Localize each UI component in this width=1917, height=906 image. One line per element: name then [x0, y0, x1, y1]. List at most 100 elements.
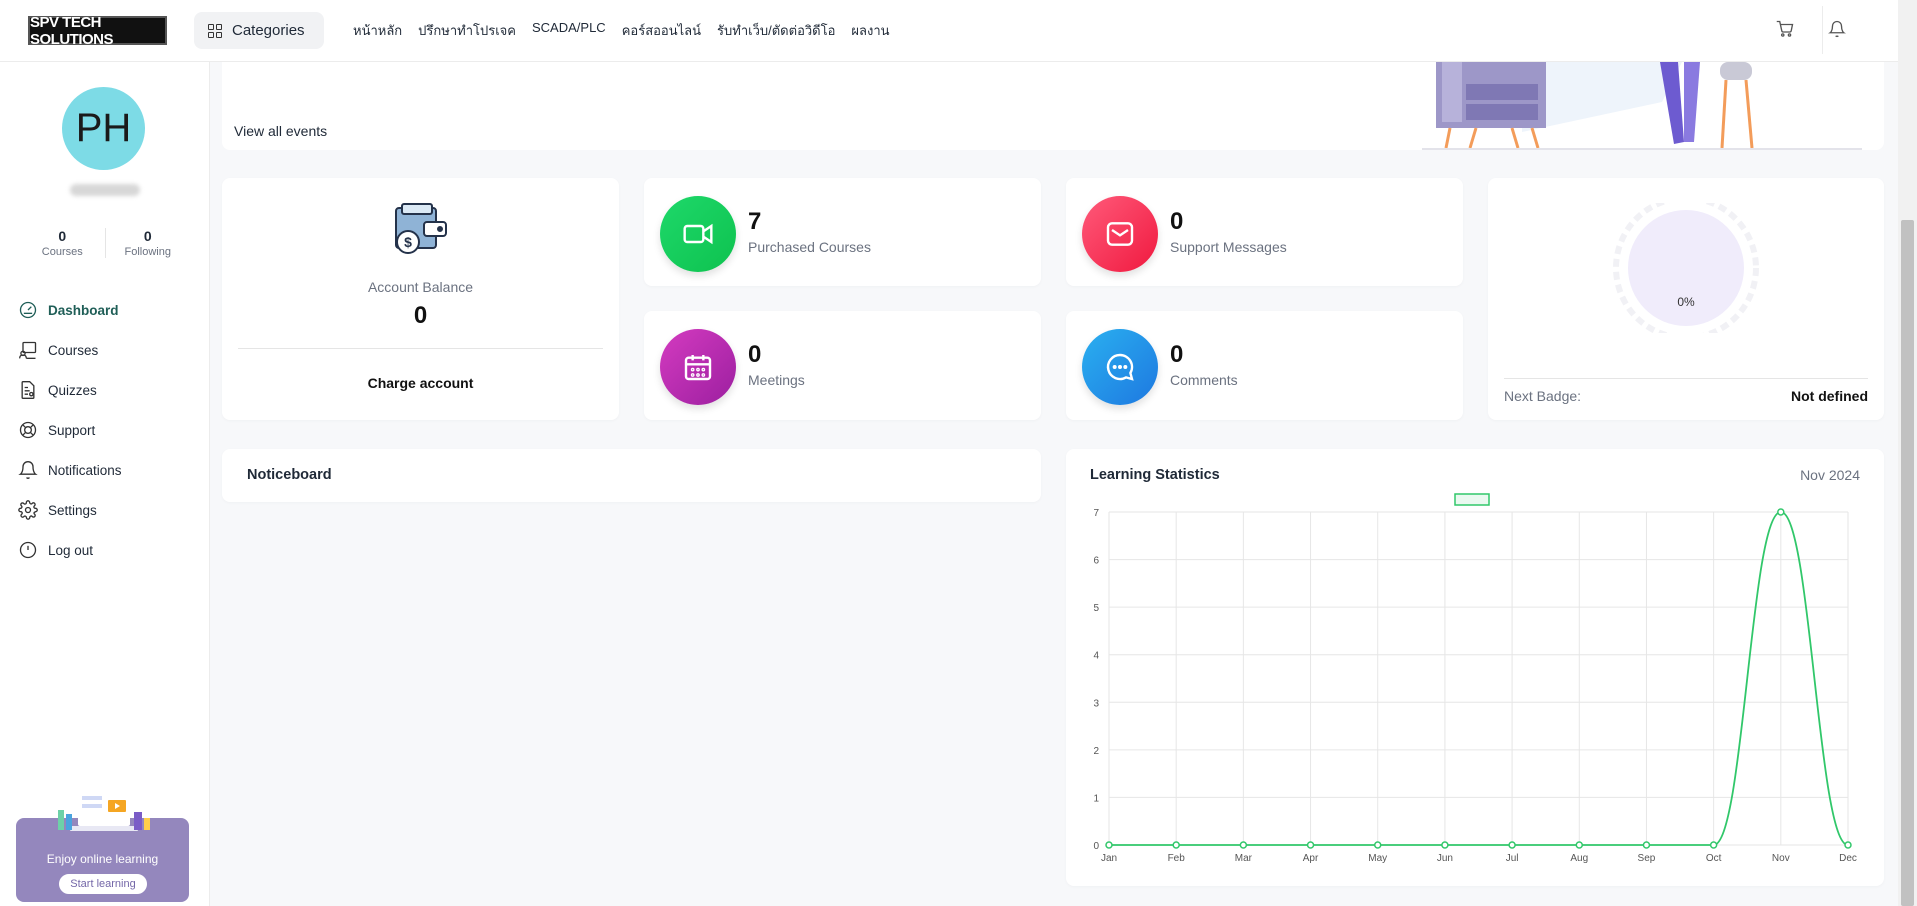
nav-link-portfolio[interactable]: ผลงาน	[851, 23, 890, 38]
x-tick-label: Jan	[1101, 853, 1117, 864]
divider	[1822, 6, 1823, 54]
data-point	[1575, 841, 1584, 849]
x-tick-label: Jun	[1437, 853, 1453, 864]
promo-text: Enjoy online learning	[46, 852, 159, 866]
categories-button[interactable]: Categories	[194, 12, 324, 49]
categories-label: Categories	[232, 22, 305, 39]
mail-icon	[1082, 196, 1158, 272]
learning-statistics-title: Learning Statistics	[1090, 467, 1220, 483]
x-tick-label: Mar	[1235, 853, 1253, 864]
grid-icon	[208, 23, 222, 38]
profile-stats: 0 Courses 0 Following	[20, 228, 190, 258]
support-icon	[18, 420, 38, 440]
avatar-initials: PH	[75, 106, 132, 150]
gear-icon	[18, 500, 38, 520]
comments-card[interactable]: 0 Comments	[1066, 311, 1463, 420]
sidebar-item-label: Support	[48, 422, 96, 438]
nav-link-home[interactable]: หน้าหลัก	[353, 23, 403, 38]
x-tick-label: May	[1368, 853, 1387, 864]
quizzes-icon	[18, 380, 38, 400]
stat-courses-value: 0	[58, 228, 67, 244]
sidebar-item-notifications[interactable]: Notifications	[18, 450, 122, 490]
next-badge-value: Not defined	[1791, 388, 1868, 404]
y-tick-label: 1	[1093, 793, 1099, 804]
y-tick-label: 3	[1093, 698, 1099, 709]
sidebar-item-label: Dashboard	[48, 302, 119, 318]
laptop-illustration	[58, 790, 150, 831]
data-point	[1508, 841, 1516, 849]
balance-title: Account Balance	[367, 279, 474, 295]
nav-link-web-video[interactable]: รับทำเว็บ/ตัดต่อวิดีโอ	[717, 23, 836, 38]
sidebar-item-logout[interactable]: Log out	[18, 530, 122, 570]
nav-link-courses[interactable]: คอร์สออนไลน์	[621, 23, 702, 38]
calendar-icon	[660, 329, 736, 405]
data-point	[1105, 841, 1113, 849]
sidebar-item-dashboard[interactable]: Dashboard	[18, 290, 122, 330]
sidebar-item-support[interactable]: Support	[18, 410, 122, 450]
series-line	[1109, 511, 1849, 846]
view-all-events-link[interactable]: View all events	[234, 123, 328, 139]
sidebar-item-label: Log out	[48, 542, 94, 558]
dashboard-icon	[18, 300, 38, 320]
stat-following: 0 Following	[104, 228, 191, 258]
badge-progress-ring	[1613, 203, 1759, 333]
stat-courses-label: Courses	[41, 246, 83, 258]
divider	[238, 348, 603, 349]
x-tick-label: Aug	[1570, 853, 1588, 864]
data-point	[1373, 841, 1382, 849]
support-messages-card[interactable]: 0 Support Messages	[1066, 178, 1463, 286]
charge-account-button[interactable]: Charge account	[367, 375, 474, 391]
y-tick-label: 7	[1093, 508, 1099, 519]
nav-link-scada[interactable]: SCADA/PLC	[532, 20, 606, 35]
sidebar-item-label: Notifications	[48, 462, 122, 478]
sidebar-item-label: Courses	[48, 342, 99, 358]
logo-text: SPV TECH SOLUTIONS	[30, 13, 114, 48]
y-tick-label: 6	[1093, 556, 1099, 567]
data-point	[1239, 841, 1248, 849]
stat-courses: 0 Courses	[20, 228, 105, 258]
scrollbar-thumb[interactable]	[1901, 220, 1914, 906]
sidebar-item-quizzes[interactable]: Quizzes	[18, 370, 122, 410]
sidebar-menu: Dashboard Courses Quizzes Support Notifi…	[18, 290, 122, 570]
purchased-courses-card[interactable]: 7 Purchased Courses	[644, 178, 1041, 286]
sidebar-item-label: Quizzes	[48, 382, 97, 398]
sidebar-item-courses[interactable]: Courses	[18, 330, 122, 370]
comments-value: 0	[1170, 341, 1184, 368]
bell-icon	[18, 460, 38, 480]
next-badge-card: 0% Next Badge: Not defined	[1488, 178, 1884, 420]
x-tick-label: Apr	[1303, 853, 1319, 864]
bell-icon[interactable]	[1826, 18, 1848, 40]
meetings-label: Meetings	[748, 372, 805, 388]
events-banner: View all events	[222, 62, 1884, 150]
comments-label: Comments	[1170, 372, 1238, 388]
balance-value: 0	[413, 302, 428, 329]
nav-link-consult[interactable]: ปรึกษาทำโปรเจค	[418, 23, 516, 38]
y-tick-label: 4	[1093, 651, 1099, 662]
meetings-value: 0	[748, 341, 762, 368]
top-navbar: SPV TECH SOLUTIONS Categories หน้าหลัก ป…	[0, 0, 1898, 62]
next-badge-label: Next Badge:	[1504, 388, 1582, 404]
sidebar: PH 0 Courses 0 Following Dashboard Cours…	[0, 62, 210, 906]
sidebar-item-settings[interactable]: Settings	[18, 490, 122, 530]
support-messages-label: Support Messages	[1170, 239, 1287, 255]
data-point	[1844, 841, 1852, 849]
data-point	[1172, 841, 1180, 849]
x-tick-label: Dec	[1839, 853, 1857, 864]
learning-statistics-chart: 0 1 2 3 4 5 6 7 Jan Feb Mar Apr May Jun Jul Aug Sep Oct No…	[1093, 493, 1857, 864]
logo[interactable]: SPV TECH SOLUTIONS	[28, 13, 167, 48]
wallet-icon: $	[390, 202, 450, 263]
legend-swatch	[1454, 493, 1490, 506]
cart-icon[interactable]	[1774, 18, 1796, 40]
start-learning-button[interactable]: Start learning	[59, 874, 147, 894]
stat-following-label: Following	[124, 246, 171, 258]
user-name-blurred	[70, 184, 140, 196]
meetings-card[interactable]: 0 Meetings	[644, 311, 1041, 420]
main-nav: หน้าหลัก ปรึกษาทำโปรเจค SCADA/PLC คอร์สอ…	[353, 20, 890, 41]
support-messages-value: 0	[1170, 208, 1184, 235]
avatar[interactable]: PH	[62, 87, 145, 170]
sidebar-item-label: Settings	[48, 502, 97, 518]
learning-statistics-date: Nov 2024	[1800, 467, 1860, 483]
svg-text:$: $	[404, 234, 412, 250]
data-point	[1777, 508, 1785, 516]
purchased-courses-label: Purchased Courses	[748, 239, 871, 255]
